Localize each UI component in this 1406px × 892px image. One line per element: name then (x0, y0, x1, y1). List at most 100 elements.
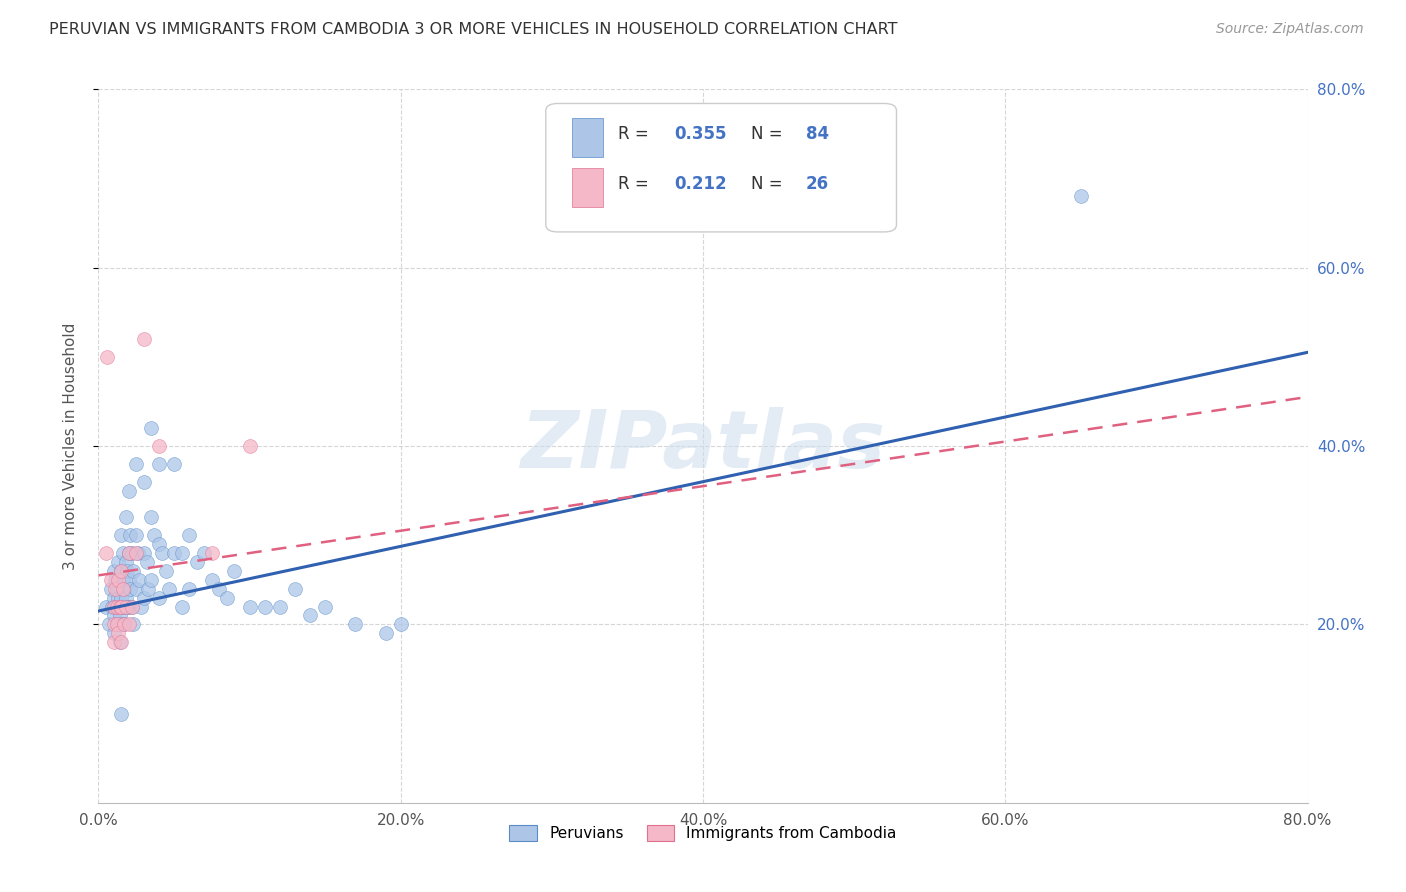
Point (111, 546, 134, 560)
Point (112, 617, 135, 632)
Point (118, 546, 141, 560)
Point (155, 564, 177, 578)
Point (148, 591, 170, 605)
Point (103, 608, 125, 623)
Point (121, 599, 143, 614)
Point (104, 599, 127, 614)
Point (118, 546, 141, 560)
Point (132, 546, 155, 560)
Point (125, 546, 148, 560)
Point (114, 591, 136, 605)
Point (104, 582, 127, 596)
Point (94, 546, 117, 560)
Point (150, 546, 173, 560)
Point (108, 635, 131, 649)
Point (143, 528, 166, 542)
Text: N =: N = (751, 175, 789, 193)
Point (118, 617, 141, 632)
Point (186, 555, 208, 569)
Point (110, 564, 132, 578)
Point (141, 573, 163, 587)
Point (111, 582, 134, 596)
Point (100, 582, 122, 596)
Point (107, 555, 129, 569)
Point (115, 564, 138, 578)
Point (179, 582, 201, 596)
Point (239, 439, 262, 453)
Point (105, 599, 128, 614)
Text: 26: 26 (806, 175, 830, 193)
Point (111, 573, 134, 587)
Point (114, 510, 136, 524)
Point (128, 573, 150, 587)
Point (104, 573, 127, 587)
Point (114, 599, 136, 614)
Point (107, 626, 129, 640)
Point (374, 626, 396, 640)
Point (108, 599, 131, 614)
Point (110, 599, 132, 614)
Text: PERUVIAN VS IMMIGRANTS FROM CAMBODIA 3 OR MORE VEHICLES IN HOUSEHOLD CORRELATION: PERUVIAN VS IMMIGRANTS FROM CAMBODIA 3 O… (49, 22, 897, 37)
Point (110, 591, 132, 605)
Point (107, 573, 129, 587)
Point (101, 599, 124, 614)
Point (170, 546, 193, 560)
Point (215, 591, 238, 605)
Point (103, 626, 125, 640)
Text: 0.212: 0.212 (673, 175, 727, 193)
Point (103, 635, 125, 649)
Point (118, 573, 141, 587)
Point (148, 537, 170, 551)
Point (121, 546, 143, 560)
Point (121, 599, 143, 614)
Point (107, 591, 129, 605)
Point (110, 706, 132, 721)
Point (96, 350, 118, 364)
Point (253, 599, 276, 614)
Text: Source: ZipAtlas.com: Source: ZipAtlas.com (1216, 22, 1364, 37)
Point (111, 599, 134, 614)
Point (127, 546, 149, 560)
Point (125, 582, 148, 596)
Point (105, 582, 128, 596)
FancyBboxPatch shape (546, 103, 897, 232)
Point (108, 608, 131, 623)
Point (112, 617, 135, 632)
Point (170, 599, 193, 614)
Point (120, 528, 142, 542)
Point (201, 546, 224, 560)
Point (100, 573, 122, 587)
Point (299, 608, 322, 623)
Point (208, 582, 231, 596)
Point (118, 483, 141, 498)
Point (148, 457, 170, 471)
Point (224, 564, 246, 578)
Point (132, 475, 155, 489)
FancyBboxPatch shape (572, 168, 603, 207)
Point (201, 573, 224, 587)
Point (193, 546, 215, 560)
Point (112, 582, 135, 596)
Point (98, 617, 121, 632)
Text: 0.355: 0.355 (673, 125, 727, 143)
Point (163, 546, 186, 560)
Point (103, 617, 125, 632)
Point (135, 555, 157, 569)
Point (110, 635, 132, 649)
Point (122, 564, 145, 578)
FancyBboxPatch shape (572, 118, 603, 157)
Point (132, 591, 155, 605)
Point (105, 617, 128, 632)
Point (125, 457, 148, 471)
Point (136, 582, 159, 596)
Text: N =: N = (751, 125, 789, 143)
Y-axis label: 3 or more Vehicles in Household: 3 or more Vehicles in Household (63, 322, 77, 570)
Point (344, 617, 367, 632)
Point (103, 564, 125, 578)
Point (141, 510, 163, 524)
Point (94, 599, 117, 614)
Point (122, 617, 145, 632)
Point (1070, 189, 1092, 203)
Point (115, 599, 138, 614)
Text: R =: R = (619, 175, 654, 193)
